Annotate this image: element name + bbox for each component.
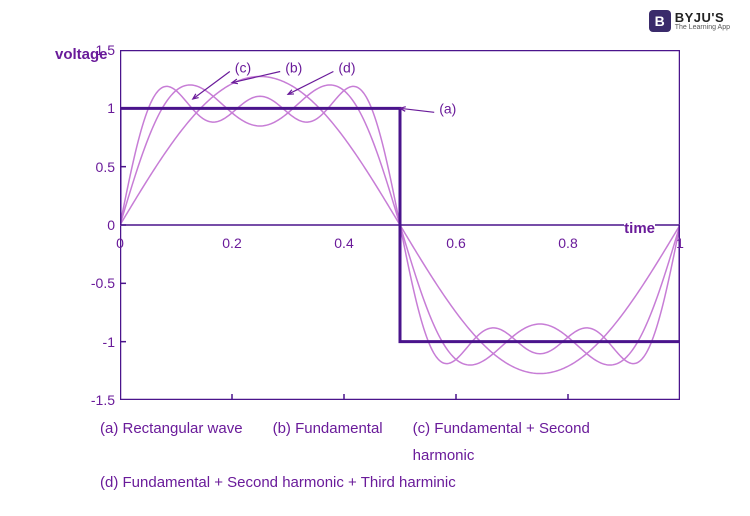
x-tick: 0.4 <box>334 235 353 251</box>
brand-badge: B <box>649 10 671 32</box>
y-tick: 1.5 <box>96 42 115 58</box>
y-tick: -1 <box>103 334 115 350</box>
legend-row-1: (a) Rectangular wave (b) Fundamental (c)… <box>100 415 740 469</box>
x-tick: 0.6 <box>446 235 465 251</box>
x-tick: 0 <box>116 235 124 251</box>
svg-text:(d): (d) <box>338 60 355 76</box>
chart-frame: voltage time -1.5-1-0.500.511.5 00.20.40… <box>120 50 680 400</box>
brand-logo: B BYJU'S The Learning App <box>649 10 730 32</box>
x-axis-label: time <box>624 220 655 237</box>
x-tick: 1 <box>676 235 684 251</box>
legend-b: (b) Fundamental <box>273 415 383 469</box>
legend-d: (d) Fundamental + Second harmonic + Thir… <box>100 469 456 496</box>
y-tick: 0 <box>107 217 115 233</box>
brand-tagline: The Learning App <box>675 24 730 31</box>
brand-text: BYJU'S The Learning App <box>675 11 730 31</box>
svg-text:(b): (b) <box>285 60 302 76</box>
y-tick: -1.5 <box>91 392 115 408</box>
y-tick: 1 <box>107 100 115 116</box>
legend-c: (c) Fundamental + Second harmonic <box>413 415 603 469</box>
legend: (a) Rectangular wave (b) Fundamental (c)… <box>100 415 740 496</box>
svg-text:(a): (a) <box>439 100 456 116</box>
x-tick: 0.2 <box>222 235 241 251</box>
svg-text:(c): (c) <box>235 60 251 76</box>
brand-name: BYJU'S <box>675 11 730 24</box>
y-tick: -0.5 <box>91 275 115 291</box>
plot-svg: (c) (b) (d) (a) <box>120 50 680 400</box>
y-tick: 0.5 <box>96 159 115 175</box>
legend-row-2: (d) Fundamental + Second harmonic + Thir… <box>100 469 740 496</box>
chart-container: voltage time -1.5-1-0.500.511.5 00.20.40… <box>50 50 710 496</box>
legend-a: (a) Rectangular wave <box>100 415 243 469</box>
x-tick: 0.8 <box>558 235 577 251</box>
